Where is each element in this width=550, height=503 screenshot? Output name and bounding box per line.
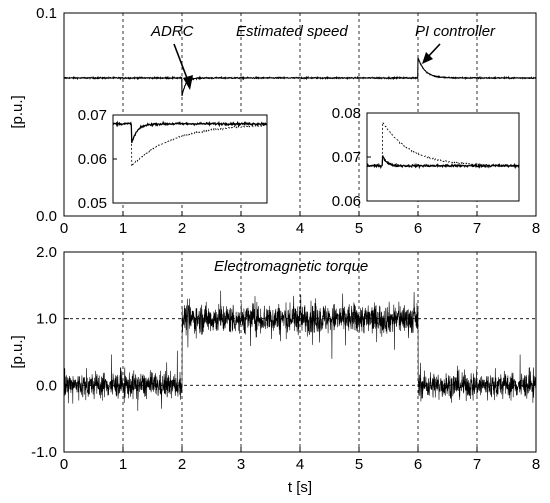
speed-chart-ylabel: [p.u.]	[9, 95, 26, 128]
inset-pi-y-tick: 0.06	[332, 193, 361, 210]
torque-chart-x-tick: 3	[237, 456, 245, 473]
torque-chart-y-tick: 2.0	[36, 244, 57, 261]
inset-adrc-y-tick: 0.06	[78, 151, 107, 168]
torque-chart-x-tick: 1	[119, 456, 127, 473]
torque-chart-y-tick: -1.0	[31, 444, 57, 461]
speed-chart-x-tick: 3	[237, 220, 245, 237]
torque-chart-series	[63, 290, 537, 411]
inset-adrc-series	[112, 120, 268, 167]
torque-chart-y-tick: 1.0	[36, 311, 57, 328]
speed-chart-x-tick: 1	[119, 220, 127, 237]
speed-chart-x-tick: 6	[414, 220, 422, 237]
annotation-pi-controller: PI controller	[415, 23, 496, 40]
speed-chart-series	[63, 57, 537, 97]
torque-chart-grid	[64, 252, 536, 452]
torque-chart-x-tick: 7	[473, 456, 481, 473]
torque-chart-x-tick: 0	[60, 456, 68, 473]
speed-chart-x-tick: 7	[473, 220, 481, 237]
torque-chart-x-tick: 8	[532, 456, 540, 473]
inset-adrc-dashed-line	[112, 122, 268, 167]
speed-series-line	[63, 57, 537, 97]
torque-chart: 0 1 2 3 4 5 6 7 8 2.0 1.0 0.0 -1.0 [p.u.] t [s] Ele…	[9, 244, 540, 496]
inset-pi-dashed-line	[367, 122, 520, 168]
speed-chart-y-ticks: 0.0 0.1	[36, 5, 57, 225]
torque-chart-x-tick: 5	[355, 456, 363, 473]
annotation-electromagnetic-torque: Electromagnetic torque	[214, 258, 368, 275]
speed-chart: 0 1 2 3 4 5 6 7 8 0.0 0.1 [p.u.] ADRC Estimated s…	[9, 5, 540, 237]
arrow-adrc	[173, 43, 193, 90]
inset-pi-series	[366, 122, 520, 170]
torque-series-line	[63, 290, 537, 411]
torque-chart-y-ticks: 2.0 1.0 0.0 -1.0	[31, 244, 69, 461]
speed-chart-x-tick: 0	[60, 220, 68, 237]
inset-pi: 0.08 0.07 0.06	[332, 105, 520, 210]
speed-chart-x-tick: 4	[296, 220, 304, 237]
inset-adrc: 0.07 0.06 0.05	[78, 107, 268, 212]
torque-chart-x-tick: 6	[414, 456, 422, 473]
speed-chart-x-ticks: 0 1 2 3 4 5 6 7 8	[60, 211, 540, 237]
speed-chart-y-tick: 0.0	[36, 208, 57, 225]
inset-adrc-y-tick: 0.05	[78, 195, 107, 212]
inset-adrc-solid-line	[112, 120, 268, 144]
inset-pi-y-tick: 0.08	[332, 105, 361, 122]
torque-chart-y-tick: 0.0	[36, 377, 57, 394]
inset-pi-y-tick: 0.07	[332, 149, 361, 166]
inset-adrc-y-ticks: 0.07 0.06 0.05	[78, 107, 117, 212]
torque-chart-x-tick: 2	[178, 456, 186, 473]
speed-chart-x-tick: 5	[355, 220, 363, 237]
speed-chart-x-tick: 8	[532, 220, 540, 237]
inset-adrc-y-tick: 0.07	[78, 107, 107, 124]
speed-chart-x-tick: 2	[178, 220, 186, 237]
torque-chart-ylabel: [p.u.]	[9, 335, 26, 368]
inset-pi-y-ticks: 0.08 0.07 0.06	[332, 105, 371, 210]
speed-chart-y-tick: 0.1	[36, 5, 57, 22]
annotation-estimated-speed: Estimated speed	[236, 23, 348, 40]
annotation-adrc: ADRC	[150, 23, 194, 40]
torque-chart-x-tick: 4	[296, 456, 304, 473]
torque-chart-x-ticks: 0 1 2 3 4 5 6 7 8	[60, 447, 540, 473]
arrow-pi-controller	[422, 43, 441, 64]
torque-chart-xlabel: t [s]	[288, 479, 312, 496]
